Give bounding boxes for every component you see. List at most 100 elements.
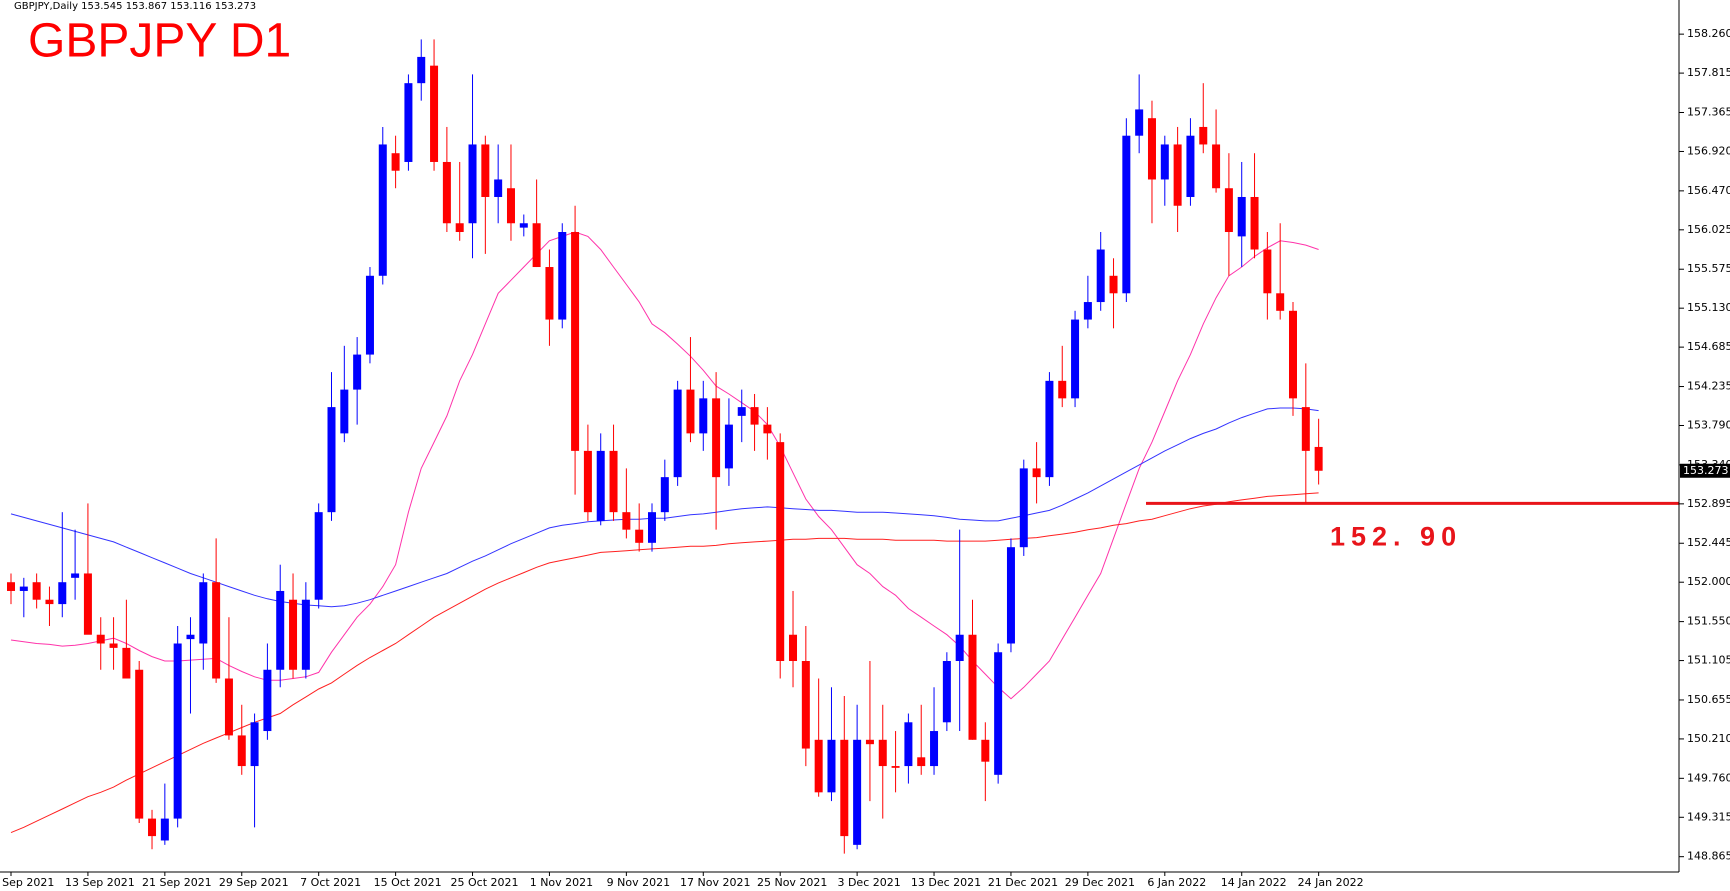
x-tick-label: 21 Sep 2021 xyxy=(142,876,212,889)
candle-body xyxy=(1058,380,1067,399)
candle-body xyxy=(58,582,67,605)
candle-body xyxy=(648,512,656,543)
candle-body xyxy=(942,661,951,723)
candle-body xyxy=(891,766,900,768)
candle-body xyxy=(109,643,118,648)
candle-body xyxy=(263,669,272,732)
candle-body xyxy=(19,586,28,591)
candle-body xyxy=(532,223,541,268)
candle-body xyxy=(1289,310,1297,399)
x-tick-label: 13 Dec 2021 xyxy=(911,876,981,889)
candle-body xyxy=(1096,249,1105,303)
candle-body xyxy=(801,661,810,749)
candle-body xyxy=(506,188,515,224)
candle-body xyxy=(583,450,592,513)
candle-body xyxy=(545,267,554,320)
y-tick-label: 157.365 xyxy=(1687,106,1730,119)
x-tick-label: 29 Dec 2021 xyxy=(1065,876,1135,889)
y-tick-label: 150.655 xyxy=(1687,693,1730,706)
x-tick-label: 29 Sep 2021 xyxy=(219,876,289,889)
candle-body xyxy=(148,818,157,837)
x-tick-label: 14 Jan 2022 xyxy=(1221,876,1287,889)
candle-body xyxy=(994,652,1003,775)
candle-body xyxy=(1147,118,1156,180)
y-tick-label: 152.000 xyxy=(1687,575,1730,588)
candle-body xyxy=(558,232,567,320)
y-tick-label: 150.210 xyxy=(1687,732,1730,745)
candle-body xyxy=(7,582,15,591)
candle-body xyxy=(250,722,259,767)
candle-body xyxy=(686,389,695,434)
candle-body xyxy=(96,634,105,644)
candle-body xyxy=(673,389,682,478)
price-box xyxy=(1680,463,1730,478)
chart-header: GBPJPY,Daily 153.545 153.867 153.116 153… xyxy=(14,1,256,12)
candle-body xyxy=(186,634,195,640)
candle-body xyxy=(865,739,874,745)
candle-body xyxy=(1160,144,1169,180)
candle-body xyxy=(494,179,503,197)
candle-body xyxy=(981,739,990,762)
candle-body xyxy=(1006,547,1015,644)
candle-body xyxy=(353,354,362,390)
candle-body xyxy=(1122,135,1131,294)
y-tick-label: 156.920 xyxy=(1687,144,1730,157)
candle-body xyxy=(1263,249,1272,294)
candle-body xyxy=(468,144,477,224)
price-box-label: 153.273 xyxy=(1683,464,1729,477)
candle-body xyxy=(173,643,182,819)
candle-body xyxy=(712,398,721,478)
candle-body xyxy=(289,599,298,670)
candle-body xyxy=(930,731,939,767)
candle-body xyxy=(391,153,400,171)
x-tick-label: 21 Dec 2021 xyxy=(988,876,1058,889)
y-tick-label: 155.130 xyxy=(1687,301,1730,314)
candle-body xyxy=(776,442,785,662)
y-tick-label: 158.260 xyxy=(1687,27,1730,40)
y-tick-label: 149.315 xyxy=(1687,810,1730,823)
candle-body xyxy=(737,407,746,416)
candle-body xyxy=(378,144,387,276)
candle-body xyxy=(750,407,759,425)
y-tick-label: 152.895 xyxy=(1687,497,1730,510)
y-tick-label: 154.235 xyxy=(1687,380,1730,393)
candle-body xyxy=(853,739,862,845)
x-tick-label: 17 Nov 2021 xyxy=(680,876,750,889)
candle-body xyxy=(340,389,349,434)
candle-body xyxy=(71,573,80,578)
candle-body xyxy=(1276,293,1285,311)
y-tick-label: 156.470 xyxy=(1687,184,1730,197)
x-tick-label: 15 Oct 2021 xyxy=(374,876,442,889)
candle-body xyxy=(199,582,208,644)
candle-body xyxy=(904,722,913,767)
candle-body xyxy=(1173,144,1182,206)
y-tick-label: 156.025 xyxy=(1687,223,1730,236)
candle-body xyxy=(571,232,580,451)
candle-body xyxy=(1045,380,1054,478)
y-tick-label: 155.575 xyxy=(1687,262,1730,275)
candle-body xyxy=(1224,188,1233,233)
candle-body xyxy=(1186,135,1195,197)
candle-body xyxy=(1083,302,1092,320)
candle-body xyxy=(1135,109,1144,136)
candle-body xyxy=(212,582,221,679)
candle-body xyxy=(1199,126,1208,145)
candle-body xyxy=(237,735,246,767)
x-tick-label: 25 Nov 2021 xyxy=(757,876,827,889)
y-tick-label: 152.445 xyxy=(1687,536,1730,549)
candle-body xyxy=(1032,468,1041,478)
y-tick-label: 151.550 xyxy=(1687,615,1730,628)
x-tick-label: 1 Nov 2021 xyxy=(530,876,593,889)
candle-body xyxy=(1109,275,1118,294)
y-tick-label: 149.760 xyxy=(1687,771,1730,784)
candle-body xyxy=(135,669,144,819)
candle-body xyxy=(955,634,964,662)
candle-body xyxy=(160,818,169,841)
candle-body xyxy=(327,407,336,513)
candle-body xyxy=(404,83,413,162)
candle-body xyxy=(314,512,323,600)
candle-body xyxy=(122,647,131,679)
candle-body xyxy=(519,223,528,228)
y-tick-label: 148.865 xyxy=(1687,850,1730,863)
